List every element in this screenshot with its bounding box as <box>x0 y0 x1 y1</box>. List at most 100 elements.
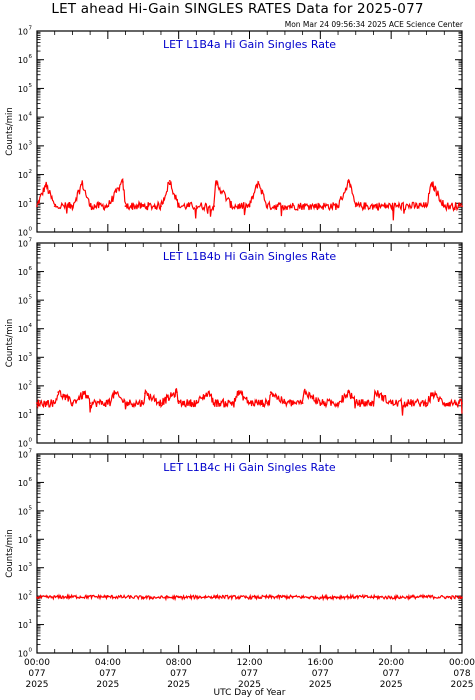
panel-2-data-point <box>443 402 446 404</box>
panel-2-data-point <box>337 402 339 404</box>
panel-1-ytick-exponent: 6 <box>29 54 33 60</box>
panel-2-data-point <box>269 391 272 394</box>
panel-2-data-point <box>425 402 428 404</box>
panel-2-data-point <box>248 402 251 404</box>
panel-3-data-point <box>71 595 74 598</box>
panel-1-ytick-label: 10 <box>18 171 28 180</box>
panel-2-ytick-exponent: 0 <box>29 438 33 444</box>
panel-3-ytick-exponent: 5 <box>29 505 33 511</box>
panel-3-data-point <box>461 596 463 599</box>
panel-1-data-point <box>45 183 47 186</box>
panel-2-title: LET L1B4b Hi Gain Singles Rate <box>163 250 337 263</box>
panel-3-ytick-label: 10 <box>18 507 28 516</box>
panel-1-data-point <box>284 205 286 208</box>
panel-1-ytick-label: 10 <box>18 114 28 123</box>
panel-2-data-point <box>177 402 180 404</box>
panel-2-ytick-label: 10 <box>18 440 28 449</box>
panel-2-data-point <box>195 402 198 404</box>
panel-1-ytick-label: 10 <box>18 85 28 94</box>
xtick-label-time: 08:00 <box>166 658 192 668</box>
panel-1-data-point <box>53 205 56 208</box>
panel-3-data-point <box>390 596 393 599</box>
xtick-label-year: 2025 <box>451 680 474 690</box>
panel-2-data-point <box>303 390 306 393</box>
panel-2-data-point <box>213 402 216 404</box>
panel-2-data-point <box>124 402 127 404</box>
panel-2-data-point <box>408 402 410 404</box>
panel-2-ytick-label: 10 <box>18 325 28 334</box>
panel-1-ytick-exponent: 4 <box>29 112 33 118</box>
panel-1-ytick-label: 10 <box>18 56 28 65</box>
panel-1-data-point <box>213 205 216 208</box>
panel-1-ytick-label: 10 <box>18 200 28 209</box>
panel-3-data-point <box>106 595 109 598</box>
xtick-label-doy: 077 <box>28 669 45 679</box>
generation-timestamp: Mon Mar 24 09:56:34 2025 ACE Science Cen… <box>284 20 463 29</box>
panel-2-ytick-exponent: 3 <box>29 352 33 358</box>
panel-1-data-point <box>408 205 410 208</box>
panel-1-ytick-label: 10 <box>18 28 28 37</box>
panel-1-data-point <box>177 205 180 208</box>
xtick-label-doy: 077 <box>241 669 258 679</box>
panel-1-data-point <box>71 205 74 208</box>
panel-2-ylabel: Counts/min <box>5 319 15 368</box>
panel-2-data-point <box>207 391 210 394</box>
panel-1-data-point <box>160 205 162 208</box>
panel-2-data-point <box>114 392 116 395</box>
xtick-label-time: 16:00 <box>307 658 333 668</box>
panel-2-ytick-exponent: 1 <box>29 409 33 415</box>
panel-2-data-point <box>354 402 357 404</box>
panel-2-data-point <box>390 402 393 404</box>
panel-3-data-point <box>425 595 428 598</box>
panel-1-data-point <box>390 205 393 208</box>
panel-1-ytick-label: 10 <box>18 229 28 238</box>
panel-1-ylabel: Counts/min <box>5 107 15 156</box>
panel-1-data-point <box>347 181 350 183</box>
panel-2-ytick-label: 10 <box>18 297 28 306</box>
panel-1-ytick-exponent: 5 <box>29 83 33 89</box>
panel-1-data-point <box>195 205 198 208</box>
panel-3-ytick-exponent: 6 <box>29 477 33 483</box>
panel-1-data-point <box>168 180 171 182</box>
panel-3-ylabel: Counts/min <box>5 529 15 578</box>
panel-3-data-point <box>248 596 251 599</box>
xtick-label-year: 2025 <box>380 680 403 690</box>
panel-2-data-point <box>372 402 375 404</box>
panel-3-ytick-label: 10 <box>18 564 28 573</box>
panel-2-data-point <box>142 402 145 404</box>
panel-2-ytick-label: 10 <box>18 240 28 249</box>
xtick-label-time: 20:00 <box>378 658 404 668</box>
xtick-label-year: 2025 <box>26 680 49 690</box>
panel-1-ytick-exponent: 2 <box>29 169 33 175</box>
panel-2-ytick-label: 10 <box>18 411 28 420</box>
panel-2-ytick-exponent: 5 <box>29 295 33 301</box>
panel-2-data-point <box>71 402 74 404</box>
panel-1-series-1-trace <box>36 177 463 221</box>
panel-2-data-point <box>266 402 269 404</box>
panel-1-data-point <box>266 205 269 208</box>
panel-3-ytick-exponent: 7 <box>29 449 33 455</box>
panel-1-data-point <box>81 182 84 185</box>
panel-2-ytick-exponent: 7 <box>29 238 33 244</box>
panel-3-data-point <box>319 596 322 599</box>
panel-1-ytick-exponent: 3 <box>29 140 33 146</box>
panel-2-data-point <box>461 402 463 404</box>
xtick-label-year: 2025 <box>309 680 332 690</box>
xtick-label-year: 2025 <box>238 680 261 690</box>
panel-1-data-point <box>215 181 217 183</box>
panel-1-data-point <box>248 205 251 208</box>
xtick-label-doy: 077 <box>99 669 116 679</box>
panel-1-data-point <box>319 205 322 208</box>
panel-3-ytick-exponent: 1 <box>29 619 33 625</box>
panel-2-data-point <box>144 392 146 395</box>
panel-1-data-point <box>142 205 145 208</box>
panel-1-data-point <box>122 181 124 183</box>
panel-3-data-point <box>36 596 38 599</box>
xtick-label-doy: 078 <box>453 669 470 679</box>
xtick-label-time: 00:00 <box>449 658 475 668</box>
figure-title: LET ahead Hi-Gain SINGLES RATES Data for… <box>51 1 424 17</box>
panel-3-ytick-label: 10 <box>18 479 28 488</box>
xtick-label-time: 12:00 <box>237 658 263 668</box>
panel-2-data-point <box>83 392 86 395</box>
